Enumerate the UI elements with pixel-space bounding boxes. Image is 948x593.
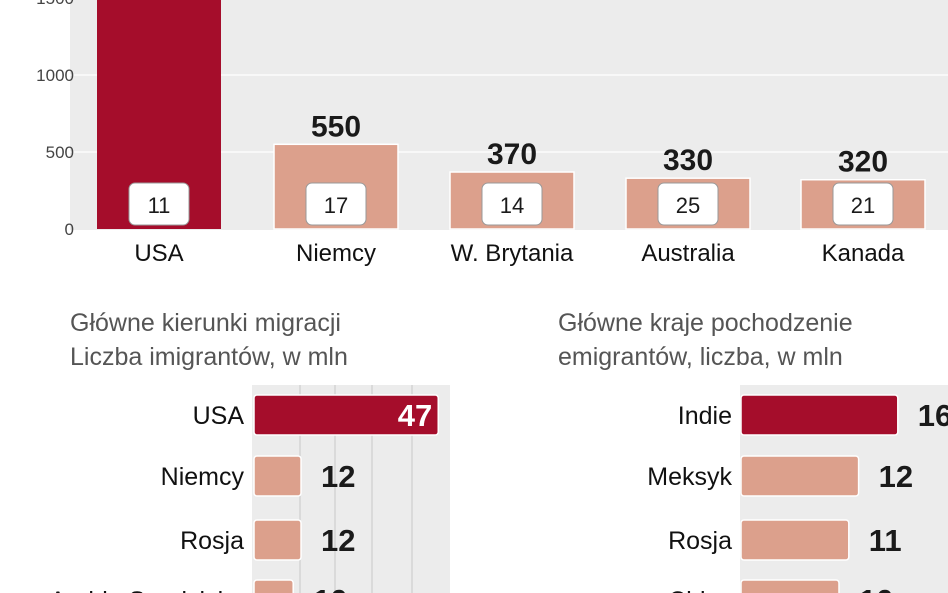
right-bar <box>740 519 850 561</box>
right-chart-title: Główne kraje pochodzenie emigrantów, lic… <box>558 306 853 374</box>
category-label: USA <box>134 240 183 267</box>
bar-value-label: 330 <box>663 144 713 177</box>
category-label: Niemcy <box>296 240 376 267</box>
y-tick-label: 1000 <box>36 66 74 85</box>
bar-box <box>128 182 190 226</box>
left-category-label: Arabia Saudyjska <box>49 587 244 593</box>
right-category-label: Meksyk <box>647 463 732 491</box>
bar-box <box>832 182 894 226</box>
right-category-label: Indie <box>678 402 732 430</box>
right-category-label: Chiny <box>668 587 732 593</box>
left-bar <box>253 579 294 593</box>
left-value-label: 12 <box>321 523 355 558</box>
right-bar <box>740 455 860 497</box>
left-category-label: USA <box>193 402 245 430</box>
bar-value-label: 370 <box>487 138 537 171</box>
left-value-label: 12 <box>321 459 355 494</box>
left-bar <box>253 394 439 436</box>
right-title-line-1: Główne kraje pochodzenie <box>558 309 853 337</box>
right-bar <box>740 579 840 593</box>
y-tick-label: 1500 <box>36 0 74 8</box>
category-label: W. Brytania <box>451 240 574 267</box>
bar-box <box>657 182 719 226</box>
left-category-label: Rosja <box>180 527 244 555</box>
left-bar <box>253 455 302 497</box>
bar-value-label: 320 <box>838 146 888 179</box>
left-category-label: Niemcy <box>161 463 245 491</box>
left-title-line-2: Liczba imigrantów, w mln <box>70 343 348 371</box>
right-value-label: 12 <box>879 459 913 494</box>
left-title-line-1: Główne kierunki migracji <box>70 309 341 337</box>
right-value-label: 16 <box>918 398 948 433</box>
left-value-label: 10 <box>313 583 347 593</box>
left-value-label: 47 <box>398 398 432 433</box>
y-tick-label: 0 <box>65 220 74 239</box>
right-value-label: 11 <box>869 523 902 558</box>
bar-box-label: 14 <box>500 193 524 218</box>
bar-box-label: 21 <box>851 193 875 218</box>
right-title-line-2: emigrantów, liczba, w mln <box>558 343 843 371</box>
left-chart-title: Główne kierunki migracji Liczba imigrant… <box>70 306 348 374</box>
category-label: Australia <box>641 240 735 267</box>
bar-value-label: 550 <box>311 110 361 143</box>
bar-box-label: 25 <box>676 193 700 218</box>
bar-box <box>305 182 367 226</box>
bar-box <box>481 182 543 226</box>
left-bar <box>253 519 302 561</box>
bar-box-label: 11 <box>148 193 171 218</box>
right-category-label: Rosja <box>668 527 732 555</box>
category-label: Kanada <box>822 240 905 267</box>
right-value-label: 10 <box>859 583 893 593</box>
y-tick-label: 500 <box>46 143 74 162</box>
bar-box-label: 17 <box>324 193 348 218</box>
right-bar <box>740 394 899 436</box>
